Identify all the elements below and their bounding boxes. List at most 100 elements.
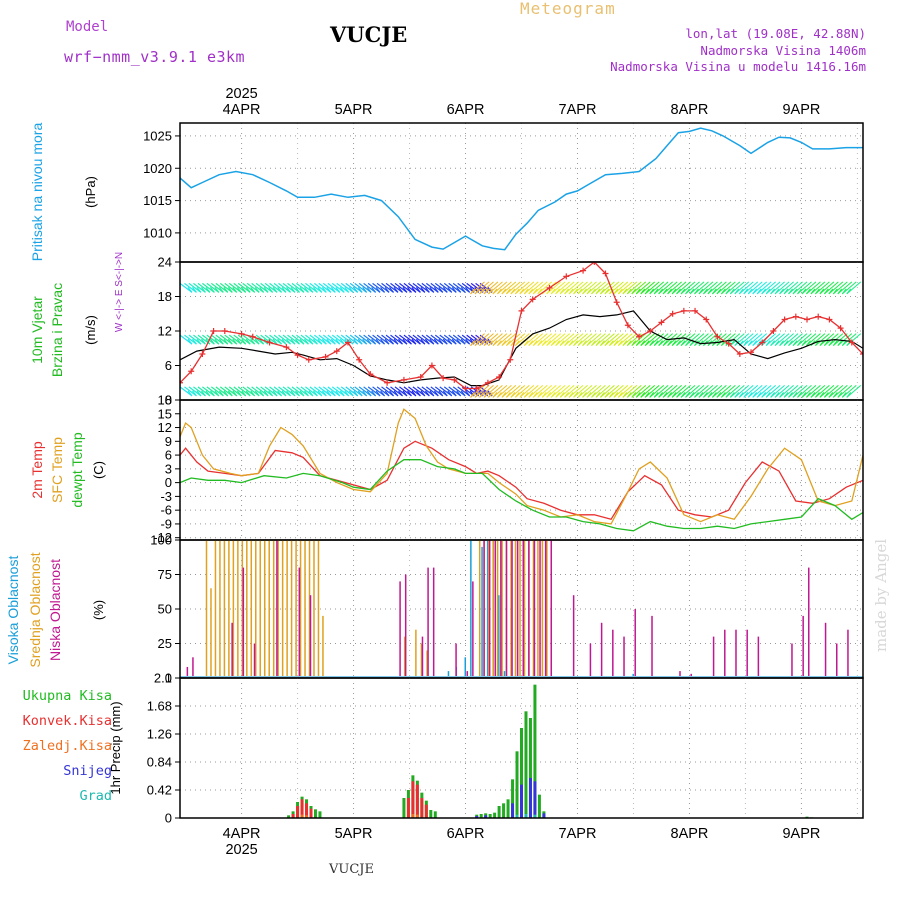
wind-barb bbox=[586, 333, 602, 347]
wind-barb bbox=[747, 384, 763, 398]
wind-barb bbox=[752, 384, 768, 398]
wind-barb bbox=[443, 334, 457, 345]
wind-barb bbox=[774, 333, 790, 347]
wind-barb-tail bbox=[703, 392, 708, 398]
wind-barb bbox=[318, 282, 332, 293]
low-cloud-bar bbox=[612, 629, 614, 678]
wind-barb bbox=[488, 281, 503, 295]
legend-graupel: Grad bbox=[79, 788, 112, 804]
wind-barb-tail bbox=[447, 338, 453, 345]
low-cloud-bar bbox=[500, 540, 502, 678]
wind-barb bbox=[184, 334, 197, 345]
wind-barb bbox=[349, 334, 363, 345]
wind-barb bbox=[774, 384, 790, 398]
wind-barb bbox=[237, 386, 251, 397]
wind-barb bbox=[743, 281, 759, 295]
high-cloud-title: Visoka Oblacnost bbox=[5, 556, 21, 665]
wind-barb bbox=[568, 281, 584, 295]
wind-barb bbox=[761, 281, 777, 295]
wind-barb bbox=[510, 333, 526, 347]
wind-barb-tail bbox=[326, 287, 332, 293]
wind-barb bbox=[703, 281, 718, 295]
wind-barb-tail bbox=[600, 340, 605, 346]
wind-barb bbox=[483, 384, 499, 398]
wind-barb bbox=[559, 333, 575, 347]
wind-barb-tail bbox=[357, 287, 363, 293]
wind-barb-tail bbox=[479, 340, 484, 346]
wind-barb bbox=[327, 386, 341, 397]
wind-barb-tail bbox=[662, 340, 668, 346]
wind-barb bbox=[385, 282, 399, 293]
wind-barb bbox=[694, 333, 709, 347]
wind-barb-tail bbox=[290, 338, 296, 345]
low-cloud-bar bbox=[231, 622, 233, 678]
wind-barb bbox=[300, 282, 314, 293]
wind-barb bbox=[738, 333, 754, 347]
wind-barb bbox=[439, 386, 453, 397]
mid-cloud-bar bbox=[255, 540, 257, 678]
x-day-label-top: 9APR bbox=[782, 102, 820, 118]
wind-barb bbox=[381, 386, 394, 397]
wind-barb bbox=[300, 334, 314, 345]
y-tick-label: 9 bbox=[165, 434, 172, 449]
low-cloud-bar bbox=[824, 622, 827, 678]
wind-barb bbox=[390, 386, 403, 397]
gust-marker bbox=[283, 344, 290, 351]
wind-barb-tail bbox=[223, 338, 229, 345]
wind-barb bbox=[193, 282, 206, 293]
wind-barb bbox=[564, 281, 579, 295]
wind-barb bbox=[314, 386, 327, 397]
rain-total-bar bbox=[524, 711, 528, 818]
wind-barb bbox=[340, 334, 354, 345]
high-cloud-bar bbox=[503, 671, 506, 678]
y-tick-label: 0 bbox=[165, 811, 172, 826]
wind-barb-tail bbox=[411, 390, 417, 397]
y-tick-label: 15 bbox=[158, 406, 172, 421]
wind-barb bbox=[756, 384, 772, 398]
wind-barb bbox=[810, 384, 826, 398]
mid-cloud-bar bbox=[268, 540, 270, 678]
wind-barb-tail bbox=[429, 390, 435, 397]
wind-barb-tail bbox=[470, 392, 475, 398]
wind-barb bbox=[604, 333, 620, 347]
wind-barb bbox=[752, 333, 768, 347]
wind-barb-tail bbox=[550, 340, 556, 346]
wind-barb-tail bbox=[814, 288, 820, 295]
wind-barb-tail bbox=[366, 287, 372, 293]
wind-barb-tail bbox=[604, 288, 610, 295]
wind-barb-tail bbox=[676, 340, 681, 346]
wind-barb bbox=[331, 282, 345, 293]
wind-barb-tail bbox=[658, 288, 664, 295]
x-day-label-top: 7APR bbox=[559, 102, 597, 118]
wind-barb-tail bbox=[694, 340, 699, 346]
wind-barb-tail bbox=[514, 288, 520, 295]
wind-barb bbox=[322, 386, 336, 397]
gust-marker bbox=[180, 379, 183, 386]
wind-barb bbox=[792, 333, 808, 347]
wind-barb-tail bbox=[541, 340, 547, 346]
low-cloud-bar bbox=[651, 615, 653, 678]
rain-total-bar bbox=[287, 815, 291, 818]
wind-barb bbox=[255, 282, 269, 293]
wind-barb bbox=[228, 386, 242, 397]
wind-barb bbox=[367, 386, 381, 397]
wind-barb-tail bbox=[357, 390, 363, 397]
wind-barb-tail bbox=[694, 288, 699, 295]
wind-barb-tail bbox=[837, 288, 843, 295]
wind-barb-tail bbox=[555, 340, 561, 346]
sfc-temp-title: SFC Temp bbox=[49, 437, 65, 503]
x-day-label-bottom: 8APR bbox=[671, 826, 709, 842]
low-cloud-bar bbox=[404, 574, 407, 678]
wind-barb-tail bbox=[559, 288, 565, 295]
wind-barb-tail bbox=[272, 390, 278, 397]
wind-barb bbox=[801, 333, 817, 347]
low-cloud-bar bbox=[533, 540, 536, 678]
wind-barb-tail bbox=[577, 288, 583, 295]
wind-barb-tail bbox=[752, 288, 758, 295]
wind-barb bbox=[501, 384, 517, 398]
wind-barb-tail bbox=[635, 392, 641, 398]
wind-barb bbox=[211, 386, 224, 397]
wind-barb bbox=[237, 334, 251, 345]
wind-barb-tail bbox=[290, 287, 296, 293]
wind-barb-tail bbox=[236, 287, 242, 293]
